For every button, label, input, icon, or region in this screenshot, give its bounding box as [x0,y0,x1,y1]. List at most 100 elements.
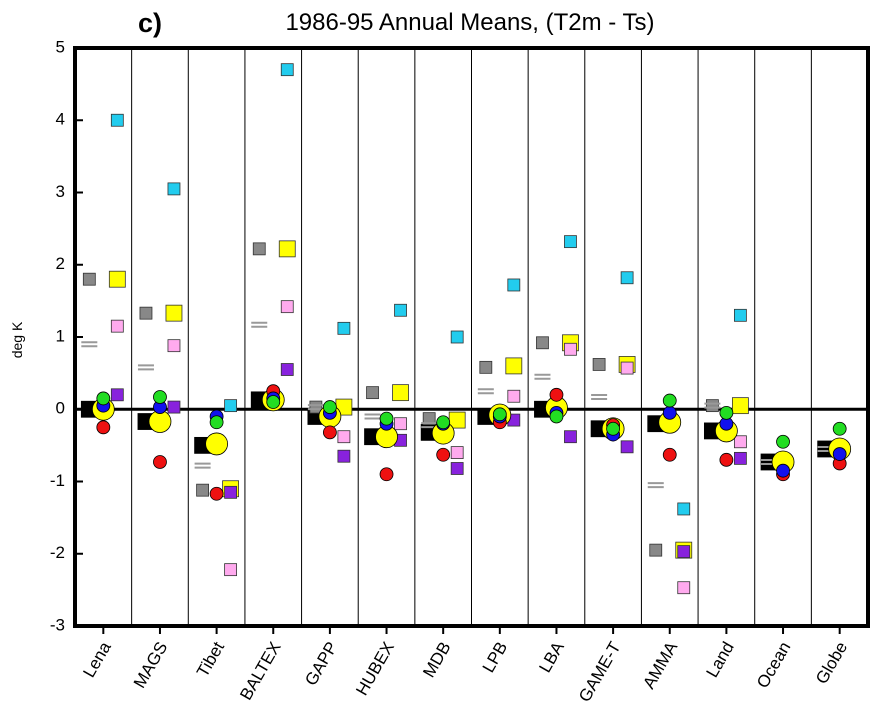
dash-marker [534,373,551,380]
circle-marker [153,455,167,469]
square-marker [278,240,296,258]
circle-marker [832,421,847,436]
square-marker [196,483,210,497]
x-tick-label: MAGS [130,639,171,692]
square-marker [252,242,266,256]
circle-marker [322,400,337,414]
square-marker [422,412,436,426]
square-marker [167,182,181,196]
square-marker [110,113,124,127]
square-marker [705,399,719,413]
circle-marker [549,409,564,424]
square-marker [564,235,577,249]
dash-marker [137,364,154,371]
y-tick-label: -2 [50,543,65,562]
y-tick-label: 4 [56,110,65,129]
x-tick-label: LPB [479,639,512,676]
square-marker [450,446,464,460]
y-tick-label: -3 [50,615,65,634]
y-tick-label: -1 [50,471,65,490]
square-marker [337,321,351,335]
y-tick-label: 3 [56,182,65,201]
x-tick-label: AMMA [639,638,681,692]
square-marker [280,300,294,314]
y-tick-label: 2 [56,254,65,273]
square-marker [507,278,521,292]
y-axis-label: deg K [9,321,25,358]
circle-marker [606,421,621,436]
square-marker [592,358,606,371]
square-marker [366,386,379,400]
square-marker [110,319,124,333]
circle-marker [153,390,167,404]
circle-marker [436,447,451,462]
circle-marker [492,407,507,422]
y-tick-label: 5 [56,37,65,56]
chart-title: 1986-95 Annual Means, (T2m - Ts) [285,9,654,36]
square-marker [224,485,238,499]
dash-marker [647,482,664,489]
square-marker [280,63,294,77]
circle-marker [96,420,111,435]
square-marker [536,336,549,350]
dash-marker [251,321,268,328]
square-marker [620,361,634,375]
square-marker [564,430,577,444]
x-tick-label: Globe [812,639,851,688]
circle-marker [719,405,734,420]
x-tick-label: Tibet [193,638,228,680]
y-tick-label: 0 [56,399,65,418]
square-marker [337,449,351,463]
circle-marker [662,447,677,462]
circle-marker [662,393,677,408]
x-tick-label: MDB [419,639,454,681]
x-tick-label: Lena [79,638,115,681]
dash-marker [81,341,98,348]
circle-marker [662,405,677,420]
square-marker [620,271,634,285]
square-marker [337,430,351,444]
panel-label: c) [138,8,162,38]
circle-marker [436,415,451,430]
circle-marker [379,467,394,482]
circle-marker [209,415,224,430]
x-tick-label: GAPP [301,639,341,689]
circle-marker [205,432,229,456]
square-marker [392,384,409,402]
square-marker [450,462,464,475]
square-marker [82,272,96,286]
square-marker [620,440,634,454]
x-tick-label: LBA [535,638,568,676]
square-marker [479,360,493,374]
dash-marker [591,393,608,400]
square-marker [110,388,124,402]
square-marker [733,451,747,465]
square-marker [224,563,238,577]
circle-marker [832,447,847,461]
square-marker [108,270,126,288]
square-marker [139,306,153,320]
circle-marker [96,391,111,406]
square-marker [564,342,577,356]
x-tick-label: Land [702,639,737,681]
dash-marker [704,402,721,409]
square-marker [450,330,464,344]
x-tick-label: Ocean [753,639,795,692]
square-marker [394,303,407,317]
square-marker [167,339,181,353]
square-marker [731,397,749,415]
square-marker [280,363,294,376]
x-tick-label: BALTEX [236,639,284,704]
square-marker [649,543,663,557]
circle-marker [209,486,224,501]
x-tick-label: HUBEX [352,639,398,699]
x-tick-label: GAME-T [575,639,625,706]
dash-marker [477,388,494,395]
square-marker [507,389,521,403]
dash-marker [194,462,211,469]
square-marker [677,581,691,595]
square-marker [167,400,181,414]
square-marker [165,304,183,322]
square-marker [677,502,691,516]
